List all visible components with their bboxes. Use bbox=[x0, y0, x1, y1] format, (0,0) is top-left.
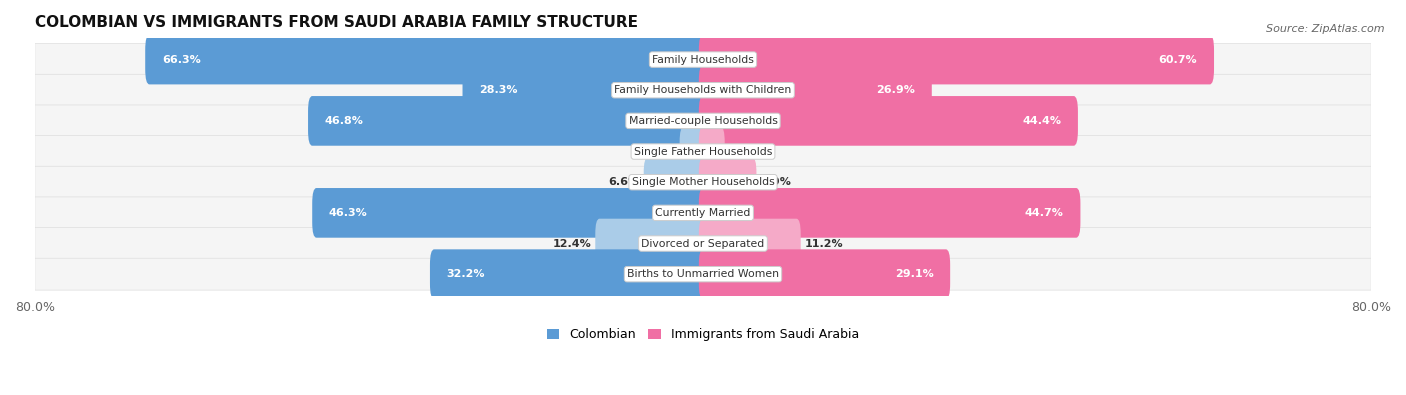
Text: Single Father Households: Single Father Households bbox=[634, 147, 772, 156]
FancyBboxPatch shape bbox=[308, 96, 707, 146]
Text: 11.2%: 11.2% bbox=[804, 239, 844, 248]
FancyBboxPatch shape bbox=[699, 127, 724, 177]
Text: 46.3%: 46.3% bbox=[329, 208, 368, 218]
Text: Family Households with Children: Family Households with Children bbox=[614, 85, 792, 95]
Text: 2.3%: 2.3% bbox=[645, 147, 675, 156]
Legend: Colombian, Immigrants from Saudi Arabia: Colombian, Immigrants from Saudi Arabia bbox=[541, 323, 865, 346]
Text: 6.6%: 6.6% bbox=[609, 177, 640, 187]
Text: 66.3%: 66.3% bbox=[162, 55, 201, 64]
FancyBboxPatch shape bbox=[430, 249, 707, 299]
FancyBboxPatch shape bbox=[644, 157, 707, 207]
Text: COLOMBIAN VS IMMIGRANTS FROM SAUDI ARABIA FAMILY STRUCTURE: COLOMBIAN VS IMMIGRANTS FROM SAUDI ARABI… bbox=[35, 15, 638, 30]
Text: Single Mother Households: Single Mother Households bbox=[631, 177, 775, 187]
Text: Currently Married: Currently Married bbox=[655, 208, 751, 218]
Text: 46.8%: 46.8% bbox=[325, 116, 364, 126]
Text: 44.7%: 44.7% bbox=[1025, 208, 1064, 218]
FancyBboxPatch shape bbox=[595, 219, 707, 268]
FancyBboxPatch shape bbox=[699, 219, 800, 268]
Text: Married-couple Households: Married-couple Households bbox=[628, 116, 778, 126]
Text: Source: ZipAtlas.com: Source: ZipAtlas.com bbox=[1267, 24, 1385, 34]
Text: 12.4%: 12.4% bbox=[553, 239, 591, 248]
FancyBboxPatch shape bbox=[35, 228, 1371, 260]
FancyBboxPatch shape bbox=[463, 66, 707, 115]
Text: Family Households: Family Households bbox=[652, 55, 754, 64]
FancyBboxPatch shape bbox=[679, 127, 707, 177]
FancyBboxPatch shape bbox=[35, 197, 1371, 229]
FancyBboxPatch shape bbox=[145, 35, 707, 85]
FancyBboxPatch shape bbox=[699, 35, 1213, 85]
Text: 44.4%: 44.4% bbox=[1022, 116, 1062, 126]
FancyBboxPatch shape bbox=[35, 135, 1371, 167]
Text: 28.3%: 28.3% bbox=[479, 85, 517, 95]
Text: 26.9%: 26.9% bbox=[876, 85, 915, 95]
Text: 5.9%: 5.9% bbox=[761, 177, 792, 187]
Text: Births to Unmarried Women: Births to Unmarried Women bbox=[627, 269, 779, 279]
Text: 60.7%: 60.7% bbox=[1159, 55, 1198, 64]
Text: 32.2%: 32.2% bbox=[447, 269, 485, 279]
FancyBboxPatch shape bbox=[699, 96, 1078, 146]
FancyBboxPatch shape bbox=[35, 43, 1371, 75]
FancyBboxPatch shape bbox=[699, 157, 756, 207]
FancyBboxPatch shape bbox=[312, 188, 707, 238]
Text: Divorced or Separated: Divorced or Separated bbox=[641, 239, 765, 248]
FancyBboxPatch shape bbox=[699, 66, 932, 115]
FancyBboxPatch shape bbox=[35, 166, 1371, 198]
Text: 29.1%: 29.1% bbox=[894, 269, 934, 279]
FancyBboxPatch shape bbox=[699, 249, 950, 299]
FancyBboxPatch shape bbox=[35, 105, 1371, 137]
FancyBboxPatch shape bbox=[699, 188, 1080, 238]
Text: 2.1%: 2.1% bbox=[728, 147, 759, 156]
FancyBboxPatch shape bbox=[35, 258, 1371, 290]
FancyBboxPatch shape bbox=[35, 74, 1371, 106]
